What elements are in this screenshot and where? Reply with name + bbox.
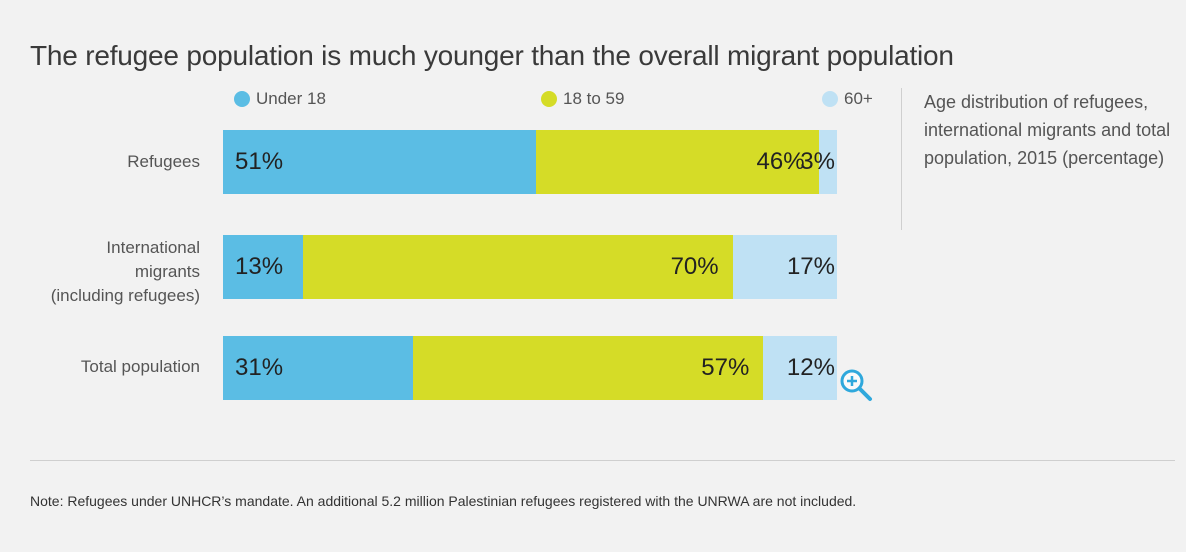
legend-item-under-18: Under 18 bbox=[234, 88, 326, 110]
legend-label-18-to-59: 18 to 59 bbox=[563, 89, 625, 108]
row-label-refugees: Refugees bbox=[127, 150, 200, 174]
data-label-18-to-59: 46% bbox=[756, 148, 805, 175]
legend-item-18-to-59: 18 to 59 bbox=[541, 88, 624, 110]
bar-segment-18-to-59: 70% bbox=[302, 235, 733, 299]
bar-segment-under-18: 31% bbox=[223, 336, 414, 400]
row-label-line: Refugees bbox=[127, 152, 200, 171]
bar-segment-60-plus: 3% bbox=[800, 130, 837, 194]
data-label-under-18: 51% bbox=[235, 148, 284, 175]
data-label-60-plus: 3% bbox=[800, 148, 835, 175]
bar-total-population: 31% 57% 12% bbox=[223, 336, 837, 400]
bar-segment-18-to-59: 46% bbox=[536, 130, 819, 194]
bar-segment-under-18: 13% bbox=[223, 235, 303, 299]
footer-divider bbox=[30, 460, 1175, 461]
bar-refugees: 51% 46% 3% bbox=[223, 130, 837, 194]
legend-swatch-18-to-59 bbox=[541, 91, 557, 107]
data-label-60-plus: 12% bbox=[786, 354, 835, 381]
chart-title: The refugee population is much younger t… bbox=[30, 40, 954, 71]
legend-label-under-18: Under 18 bbox=[256, 89, 326, 108]
data-label-18-to-59: 57% bbox=[701, 354, 750, 381]
data-label-60-plus: 17% bbox=[786, 253, 835, 280]
row-label-line: International bbox=[106, 238, 200, 257]
zoom-in-icon[interactable] bbox=[836, 365, 876, 405]
row-label-total-population: Total population bbox=[81, 355, 200, 379]
chart-description: Age distribution of refugees, internatio… bbox=[901, 88, 1184, 230]
bar-segment-60-plus: 12% bbox=[763, 336, 837, 400]
legend-item-60-plus: 60+ bbox=[822, 88, 873, 110]
bar-international-migrants: 13% 70% 17% bbox=[223, 235, 837, 299]
footnote: Note: Refugees under UNHCR’s mandate. An… bbox=[30, 493, 857, 509]
row-label-international-migrants: International migrants (including refuge… bbox=[51, 236, 200, 308]
legend-swatch-60-plus bbox=[822, 91, 838, 107]
data-label-18-to-59: 70% bbox=[670, 253, 719, 280]
row-label-line: migrants bbox=[134, 262, 200, 281]
bar-segment-60-plus: 17% bbox=[732, 235, 837, 299]
row-label-line: (including refugees) bbox=[50, 286, 200, 305]
legend-swatch-under-18 bbox=[234, 91, 250, 107]
data-label-under-18: 13% bbox=[235, 253, 284, 280]
chart-card: The refugee population is much younger t… bbox=[8, 8, 1178, 544]
legend-label-60-plus: 60+ bbox=[844, 89, 873, 108]
bar-segment-18-to-59: 57% bbox=[413, 336, 764, 400]
row-label-line: Total population bbox=[80, 357, 200, 376]
data-label-under-18: 31% bbox=[235, 354, 284, 381]
bar-segment-under-18: 51% bbox=[223, 130, 537, 194]
